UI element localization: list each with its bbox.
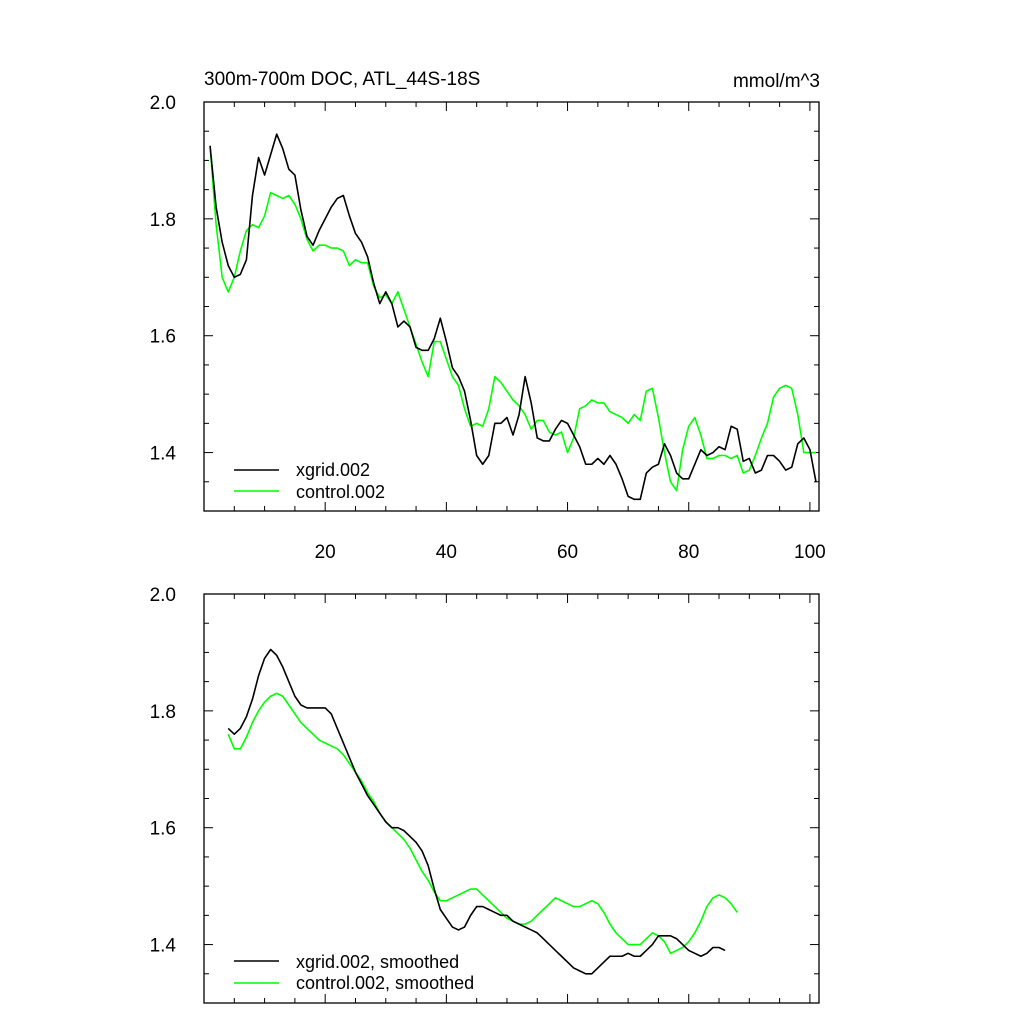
x-tick-label: 80 (678, 542, 699, 563)
x-tick-label: 40 (436, 542, 457, 563)
y-tick-label: 1.6 (150, 819, 176, 840)
series-line-control-002 (209, 145, 816, 492)
x-tick-label: 60 (557, 542, 578, 563)
bottom-panel: 1.4 1.6 1.8 2.0 xgrid.002, smoothed control… (150, 585, 820, 1004)
series-line-control-002-smoothed (227, 692, 738, 955)
legend-label-control-smoothed: control.002, smoothed (296, 973, 474, 993)
legend-label-control: control.002 (296, 482, 385, 502)
series-line-xgrid-002-smoothed (227, 648, 726, 975)
chart-title: 300m-700m DOC, ATL_44S-18S (204, 69, 480, 90)
axis-ticks (204, 101, 819, 512)
units-label: mmol/m^3 (733, 71, 820, 92)
y-tick-labels: 1.4 1.6 1.8 2.0 (150, 585, 177, 957)
y-tick-label: 1.8 (150, 702, 176, 723)
axis-ticks (204, 593, 819, 1004)
plot-frame (203, 593, 820, 1004)
legend: xgrid.002, smoothed control.002, smoothe… (234, 952, 474, 993)
y-tick-labels: 1.4 1.6 1.8 2.0 (150, 93, 177, 465)
legend-label-xgrid: xgrid.002 (296, 460, 370, 480)
series-layer (227, 648, 738, 975)
series-layer (209, 133, 817, 501)
x-tick-label: 100 (794, 542, 826, 563)
legend: xgrid.002 control.002 (234, 460, 385, 502)
legend-label-xgrid-smoothed: xgrid.002, smoothed (296, 952, 459, 972)
top-panel: 300m-700m DOC, ATL_44S-18S mmol/m^3 1.41… (150, 69, 826, 563)
x-tick-label: 20 (315, 542, 336, 563)
y-tick-label: 1.6 (150, 327, 176, 348)
y-tick-label: 2.0 (150, 93, 176, 114)
plot-frame (203, 101, 820, 512)
series-line-xgrid-002 (209, 133, 817, 501)
y-tick-label: 1.4 (150, 936, 177, 957)
y-tick-label: 1.8 (150, 210, 176, 231)
x-tick-labels: 20 40 60 80 100 (315, 542, 826, 563)
y-tick-label: 2.0 (150, 585, 176, 606)
y-tick-label: 1.4 (150, 444, 177, 465)
